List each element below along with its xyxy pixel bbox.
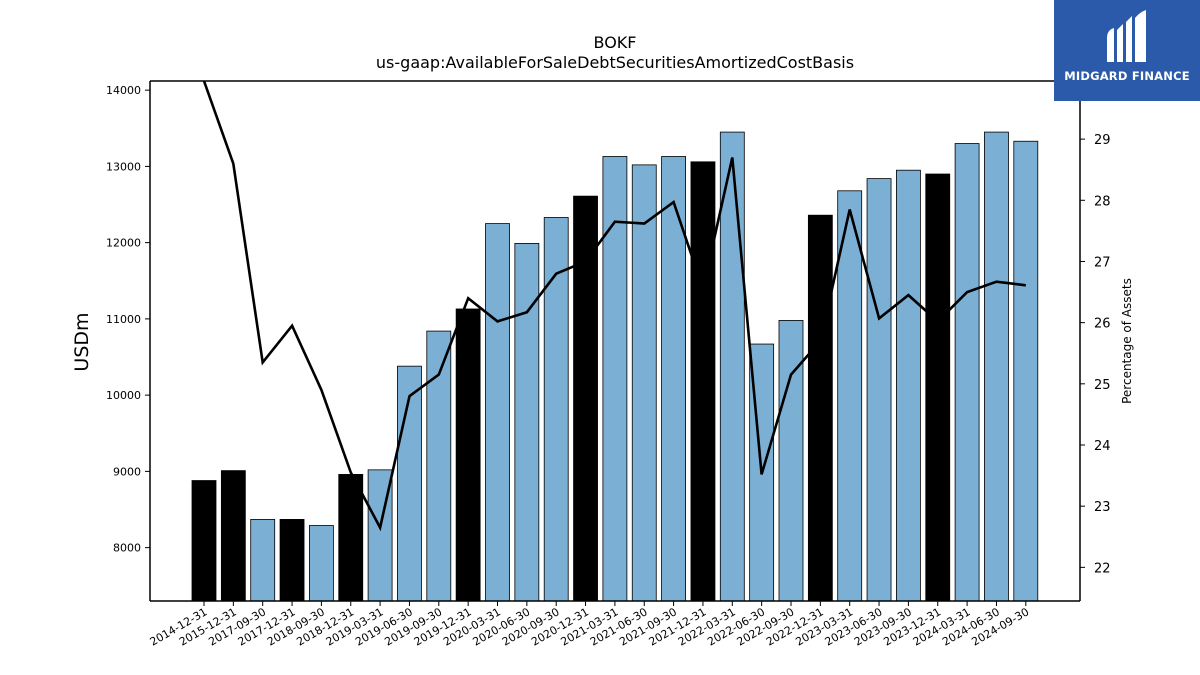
midgard-finance-logo: MIDGARD FINANCE (1054, 0, 1200, 101)
bar (719, 131, 745, 602)
bar (455, 308, 481, 602)
y-axis-label: USDm (71, 312, 93, 371)
bar (397, 365, 422, 602)
bar (250, 519, 276, 602)
y-tick-label: 14000 (106, 84, 141, 97)
bar (191, 480, 217, 602)
chart-title: BOKF (593, 33, 637, 52)
y-tick-label: 13000 (106, 160, 141, 173)
y-tick-label: 8000 (113, 542, 141, 555)
bar (807, 214, 833, 602)
logo-text: MIDGARD FINANCE (1064, 69, 1190, 83)
bar (925, 173, 951, 602)
bar (543, 217, 569, 602)
bar (984, 131, 1009, 602)
bar (837, 190, 863, 602)
bar (573, 195, 598, 602)
percentage-line (202, 81, 1026, 532)
y2-tick-label: 26 (1094, 317, 1111, 332)
bar (514, 243, 540, 602)
midgard-logo-icon (1107, 10, 1146, 62)
bar (954, 143, 980, 602)
y2-tick-label: 22 (1094, 561, 1111, 576)
bar (631, 164, 657, 602)
y2-tick-label: 23 (1094, 500, 1111, 515)
y-tick-label: 10000 (106, 389, 141, 402)
y2-tick-label: 24 (1094, 439, 1111, 454)
y2-tick-label: 29 (1094, 133, 1111, 148)
bar (896, 169, 921, 602)
y2-tick-label: 27 (1094, 255, 1111, 270)
bar (1013, 140, 1039, 602)
bar (338, 474, 364, 602)
bar (866, 178, 892, 602)
y2-tick-label: 25 (1094, 378, 1111, 393)
chart-subtitle: us-gaap:AvailableForSaleDebtSecuritiesAm… (375, 53, 855, 72)
y-tick-label: 9000 (113, 465, 141, 478)
bar (220, 470, 246, 602)
bar (690, 161, 716, 602)
bar (778, 320, 804, 602)
bar (661, 156, 686, 602)
bar (485, 223, 510, 602)
y2-axis-label: Percentage of Assets (1120, 278, 1134, 404)
y-tick-label: 11000 (106, 313, 141, 326)
y2-tick-label: 28 (1094, 194, 1111, 209)
bar (308, 525, 334, 602)
y-tick-label: 12000 (106, 237, 141, 250)
bar (279, 519, 305, 602)
